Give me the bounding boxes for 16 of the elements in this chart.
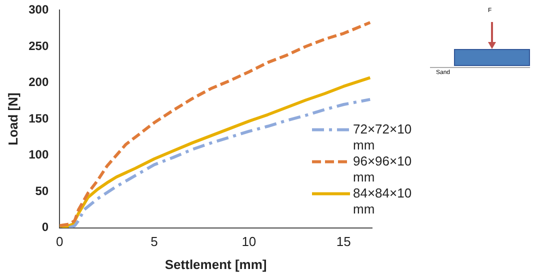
x-tick-label: 15	[336, 234, 351, 250]
y-tick-label: 50	[35, 184, 49, 198]
legend-label: 72×72×10 mm	[353, 121, 412, 152]
y-tick-label: 250	[28, 38, 49, 53]
y-tick-label: 100	[28, 148, 49, 162]
y-tick-label: 300	[28, 2, 49, 17]
legend-label: 84×84×10 mm	[353, 185, 412, 216]
legend-label: 96×96×10 mm	[353, 153, 412, 184]
x-tick-label: 0	[56, 234, 64, 250]
y-tick-label: 150	[28, 111, 49, 126]
x-tick-label: 10	[242, 234, 256, 250]
y-tick-label: 0	[42, 220, 49, 234]
y-tick-label: 200	[28, 75, 49, 90]
x-axis-title: Settlement [mm]	[164, 256, 267, 272]
y-axis-title: Load [N]	[5, 92, 20, 146]
x-tick-label: 5	[150, 234, 158, 250]
